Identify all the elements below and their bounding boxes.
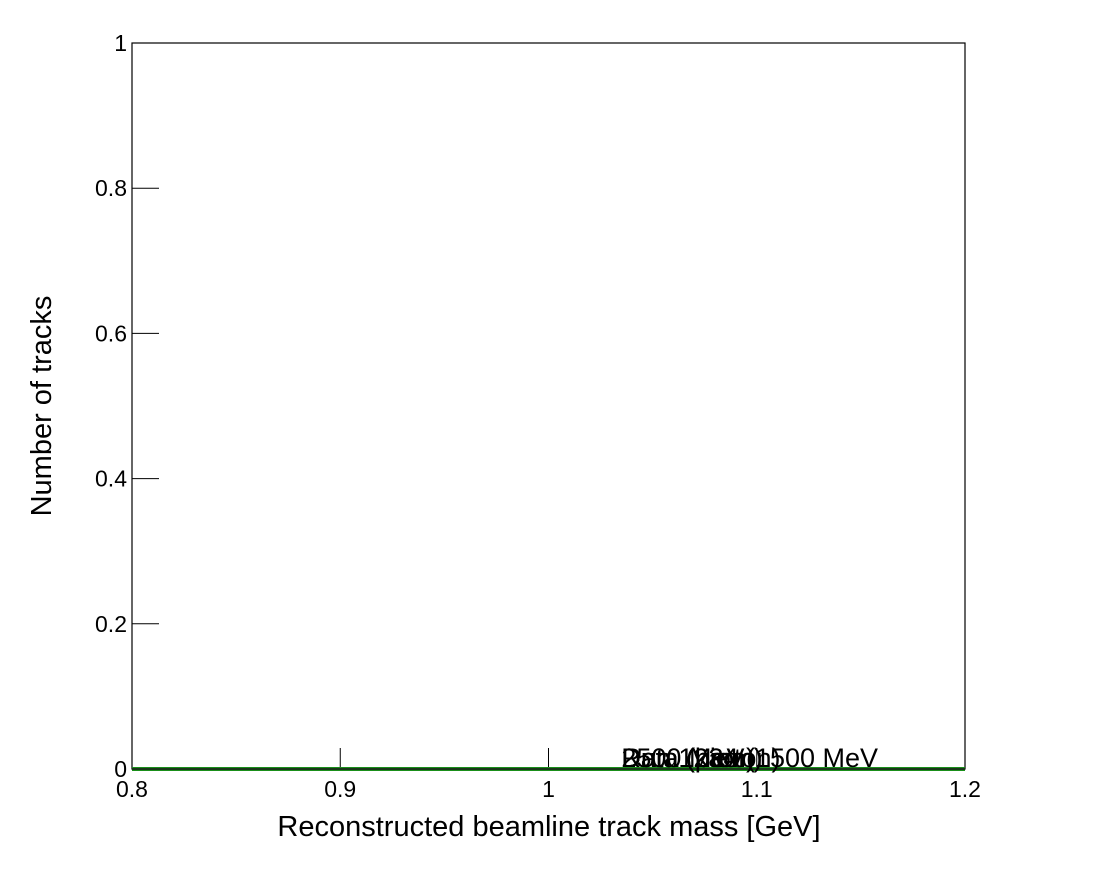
x-tick-label: 1.1 (741, 776, 773, 802)
y-tick-label: 0.4 (95, 466, 127, 492)
plot-frame (131, 42, 966, 770)
x-axis-ticks: 0.8 0.9 1 1.1 1.2 (116, 748, 981, 802)
overlay-label-1: Data (proton) (621, 743, 780, 773)
overlay-label-3: 2500 MeV (621, 743, 744, 773)
x-tick-label: 1.2 (949, 776, 981, 802)
x-tick-label: 1 (542, 776, 555, 802)
overlay-label-4: Run 1234 (1500 MeV (621, 743, 878, 773)
y-axis-title: Number of tracks (26, 296, 58, 517)
x-tick-label: 0.9 (324, 776, 356, 802)
y-axis-ticks: 0 0.2 0.4 0.6 0.8 1 (95, 30, 159, 782)
y-tick-label: 0 (114, 756, 127, 782)
y-tick-label: 0.8 (95, 175, 127, 201)
annotation-layer: Data (pion)Data (proton)Data (kaon)2500 … (621, 743, 878, 773)
x-tick-label: 0.8 (116, 776, 148, 802)
y-tick-label: 0.6 (95, 320, 127, 346)
y-tick-label: 0.2 (95, 611, 127, 637)
x-axis-title: Reconstructed beamline track mass [GeV] (277, 811, 820, 843)
overlay-label-0: Data (pion) (621, 743, 755, 773)
y-tick-label: 1 (114, 30, 127, 56)
overlay-label-2: Data (kaon) (621, 743, 762, 773)
